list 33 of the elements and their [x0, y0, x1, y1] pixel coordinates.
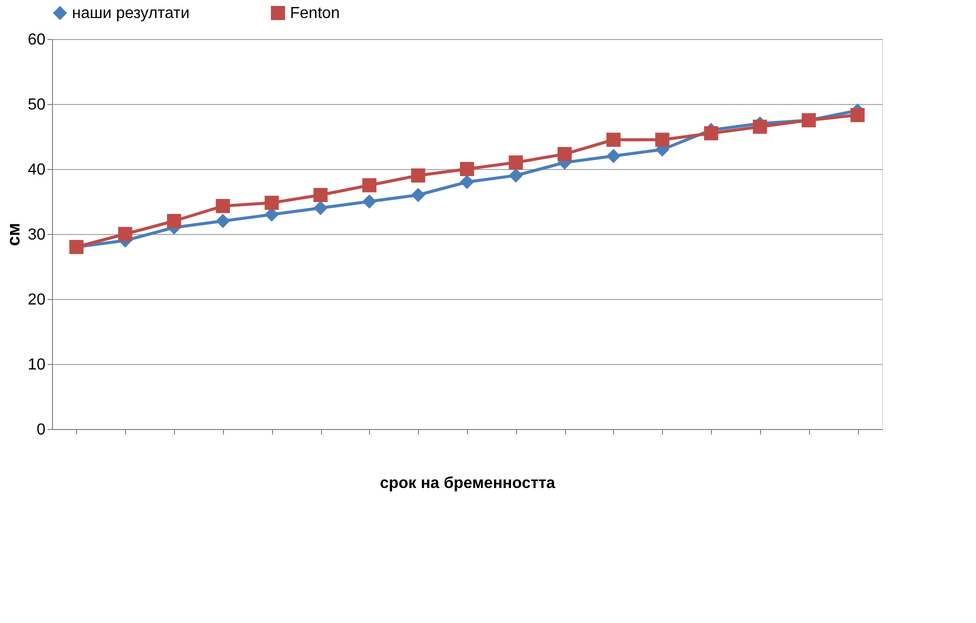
point [558, 146, 572, 162]
legend-label: наши резултати [72, 5, 190, 22]
point [264, 196, 279, 210]
x-axis-title: срок на бременността [380, 475, 556, 492]
y-tick-label: 0 [36, 422, 46, 438]
point [655, 132, 670, 147]
point [313, 188, 328, 202]
point [216, 198, 230, 214]
point [508, 155, 523, 170]
point [313, 200, 328, 216]
y-tick-label: 50 [28, 96, 46, 114]
y-tick-label: 20 [28, 292, 46, 308]
y-axis-title: см [4, 222, 24, 246]
point [411, 168, 426, 183]
point [752, 120, 768, 134]
y-tick-label: 60 [28, 32, 46, 48]
point [606, 148, 621, 164]
point [606, 132, 621, 147]
point [460, 174, 474, 190]
point [362, 178, 376, 192]
y-tick-label: 10 [28, 356, 46, 374]
y-tick-label: 30 [28, 226, 46, 244]
point [508, 168, 523, 183]
point [460, 162, 474, 176]
point [704, 126, 718, 140]
point [362, 194, 376, 209]
point [411, 188, 426, 202]
legend-label: Fenton [290, 5, 340, 22]
point [850, 108, 865, 122]
point [216, 214, 230, 228]
y-tick-label: 40 [28, 162, 46, 178]
point [166, 214, 182, 228]
point [118, 226, 132, 242]
